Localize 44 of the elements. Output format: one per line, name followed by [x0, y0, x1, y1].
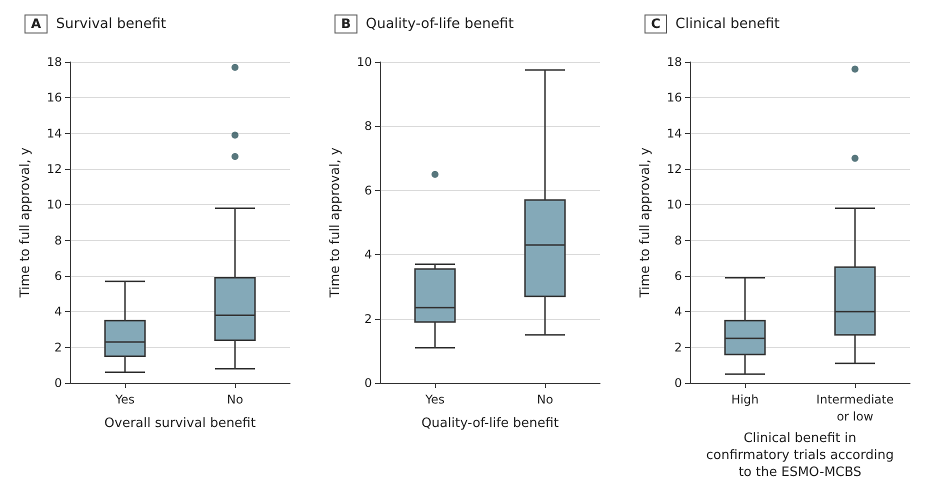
- y-tick-label: 2: [54, 340, 62, 354]
- x-axis-title: Quality-of-life benefit: [421, 416, 559, 431]
- y-tick-label: 6: [674, 269, 682, 283]
- x-tick-label: No: [226, 392, 244, 406]
- x-axis-title: Overall survival benefit: [104, 416, 256, 431]
- y-tick-label: 18: [666, 55, 682, 69]
- y-tick-label: 18: [46, 55, 62, 69]
- x-axis-title: Clinical benefit in confirmatory trials according to the ESMO-MCBS: [706, 430, 894, 480]
- y-axis-title: Time to full approval, y: [328, 147, 343, 299]
- y-tick-label: 4: [54, 304, 62, 319]
- y-tick-label: 10: [356, 55, 372, 69]
- y-tick-label: 12: [666, 162, 682, 176]
- y-tick-label: 8: [674, 233, 682, 248]
- x-tick-label: High: [731, 392, 759, 406]
- text: C: [651, 17, 661, 32]
- y-tick-label: 14: [666, 126, 682, 140]
- text: A: [31, 17, 42, 32]
- y-tick-label: 0: [54, 376, 62, 390]
- y-tick-label: 0: [364, 376, 372, 390]
- y-tick-label: 16: [666, 90, 682, 105]
- y-tick-label: 6: [54, 269, 62, 283]
- x-tick-label: Yes: [424, 392, 445, 406]
- y-tick-label: 8: [54, 233, 62, 248]
- chart-title: Quality-of-life benefit: [356, 16, 514, 32]
- y-tick-label: 6: [364, 183, 372, 198]
- y-tick-label: 2: [674, 340, 682, 354]
- chart-title: Clinical benefit: [666, 16, 780, 32]
- chart-title: Survival benefit: [47, 16, 167, 32]
- x-tick-label: No: [536, 392, 554, 406]
- y-axis-title: Time to full approval, y: [638, 147, 653, 299]
- text: B: [341, 17, 351, 32]
- x-tick-label: Yes: [114, 392, 135, 406]
- y-tick-label: 4: [674, 304, 682, 319]
- y-tick-label: 10: [46, 198, 62, 212]
- y-tick-label: 12: [46, 162, 62, 176]
- y-tick-label: 4: [364, 248, 372, 262]
- y-tick-label: 0: [674, 376, 682, 390]
- y-tick-label: 10: [666, 198, 682, 212]
- y-tick-label: 16: [46, 90, 62, 105]
- y-tick-label: 14: [46, 126, 62, 140]
- y-tick-label: 2: [364, 312, 372, 326]
- y-axis-title: Time to full approval, y: [18, 147, 33, 299]
- x-tick-label: Intermediate or low: [816, 392, 894, 424]
- y-tick-label: 8: [364, 119, 372, 134]
